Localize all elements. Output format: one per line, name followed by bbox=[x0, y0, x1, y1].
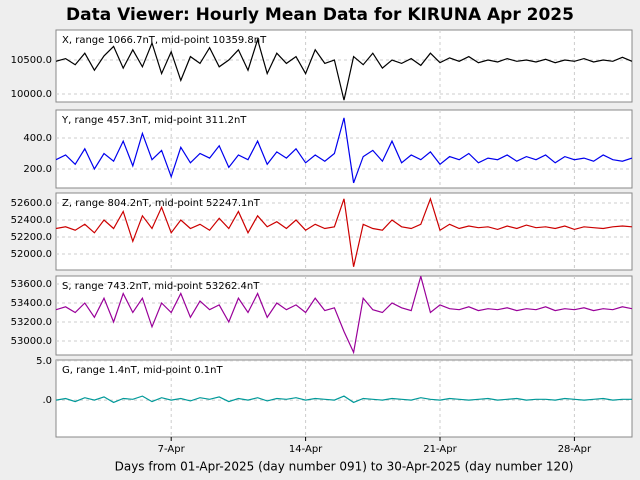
data-line bbox=[56, 37, 632, 101]
y-tick-label: 5.0 bbox=[36, 356, 52, 367]
y-tick-label: 53600.0 bbox=[11, 279, 52, 290]
y-tick-label: .0 bbox=[42, 395, 52, 406]
panel-annotation: X, range 1066.7nT, mid-point 10359.8nT bbox=[62, 35, 267, 46]
panel bbox=[55, 359, 633, 438]
y-tick-label: 10000.0 bbox=[11, 89, 52, 100]
panel-annotation: G, range 1.4nT, mid-point 0.1nT bbox=[62, 365, 223, 376]
data-line bbox=[56, 196, 632, 267]
y-tick-label: 53200.0 bbox=[11, 317, 52, 328]
x-tick-label: 14-Apr bbox=[289, 444, 323, 455]
panel-annotation: Z, range 804.2nT, mid-point 52247.1nT bbox=[62, 198, 261, 209]
x-tick-label: 21-Apr bbox=[423, 444, 457, 455]
y-tick-label: 53000.0 bbox=[11, 336, 52, 347]
panel-annotation: Y, range 457.3nT, mid-point 311.2nT bbox=[61, 115, 247, 126]
data-line bbox=[56, 395, 632, 404]
y-tick-label: 400.0 bbox=[23, 133, 52, 144]
x-tick-label: 7-Apr bbox=[158, 444, 186, 455]
y-tick-label: 53400.0 bbox=[11, 298, 52, 309]
x-axis-label: Days from 01-Apr-2025 (day number 091) t… bbox=[115, 460, 574, 474]
y-tick-label: 200.0 bbox=[23, 164, 52, 175]
panel bbox=[55, 275, 633, 356]
y-tick-label: 52400.0 bbox=[11, 215, 52, 226]
x-tick-label: 28-Apr bbox=[558, 444, 592, 455]
panel-annotation: S, range 743.2nT, mid-point 53262.4nT bbox=[62, 281, 260, 292]
panel bbox=[55, 192, 633, 271]
y-tick-label: 10500.0 bbox=[11, 55, 52, 66]
panel bbox=[55, 109, 633, 189]
data-line bbox=[56, 117, 632, 184]
y-tick-label: 52600.0 bbox=[11, 198, 52, 209]
chart-title: Data Viewer: Hourly Mean Data for KIRUNA… bbox=[66, 5, 574, 25]
data-line bbox=[56, 276, 632, 355]
y-tick-label: 52200.0 bbox=[11, 232, 52, 243]
y-tick-label: 52000.0 bbox=[11, 249, 52, 260]
